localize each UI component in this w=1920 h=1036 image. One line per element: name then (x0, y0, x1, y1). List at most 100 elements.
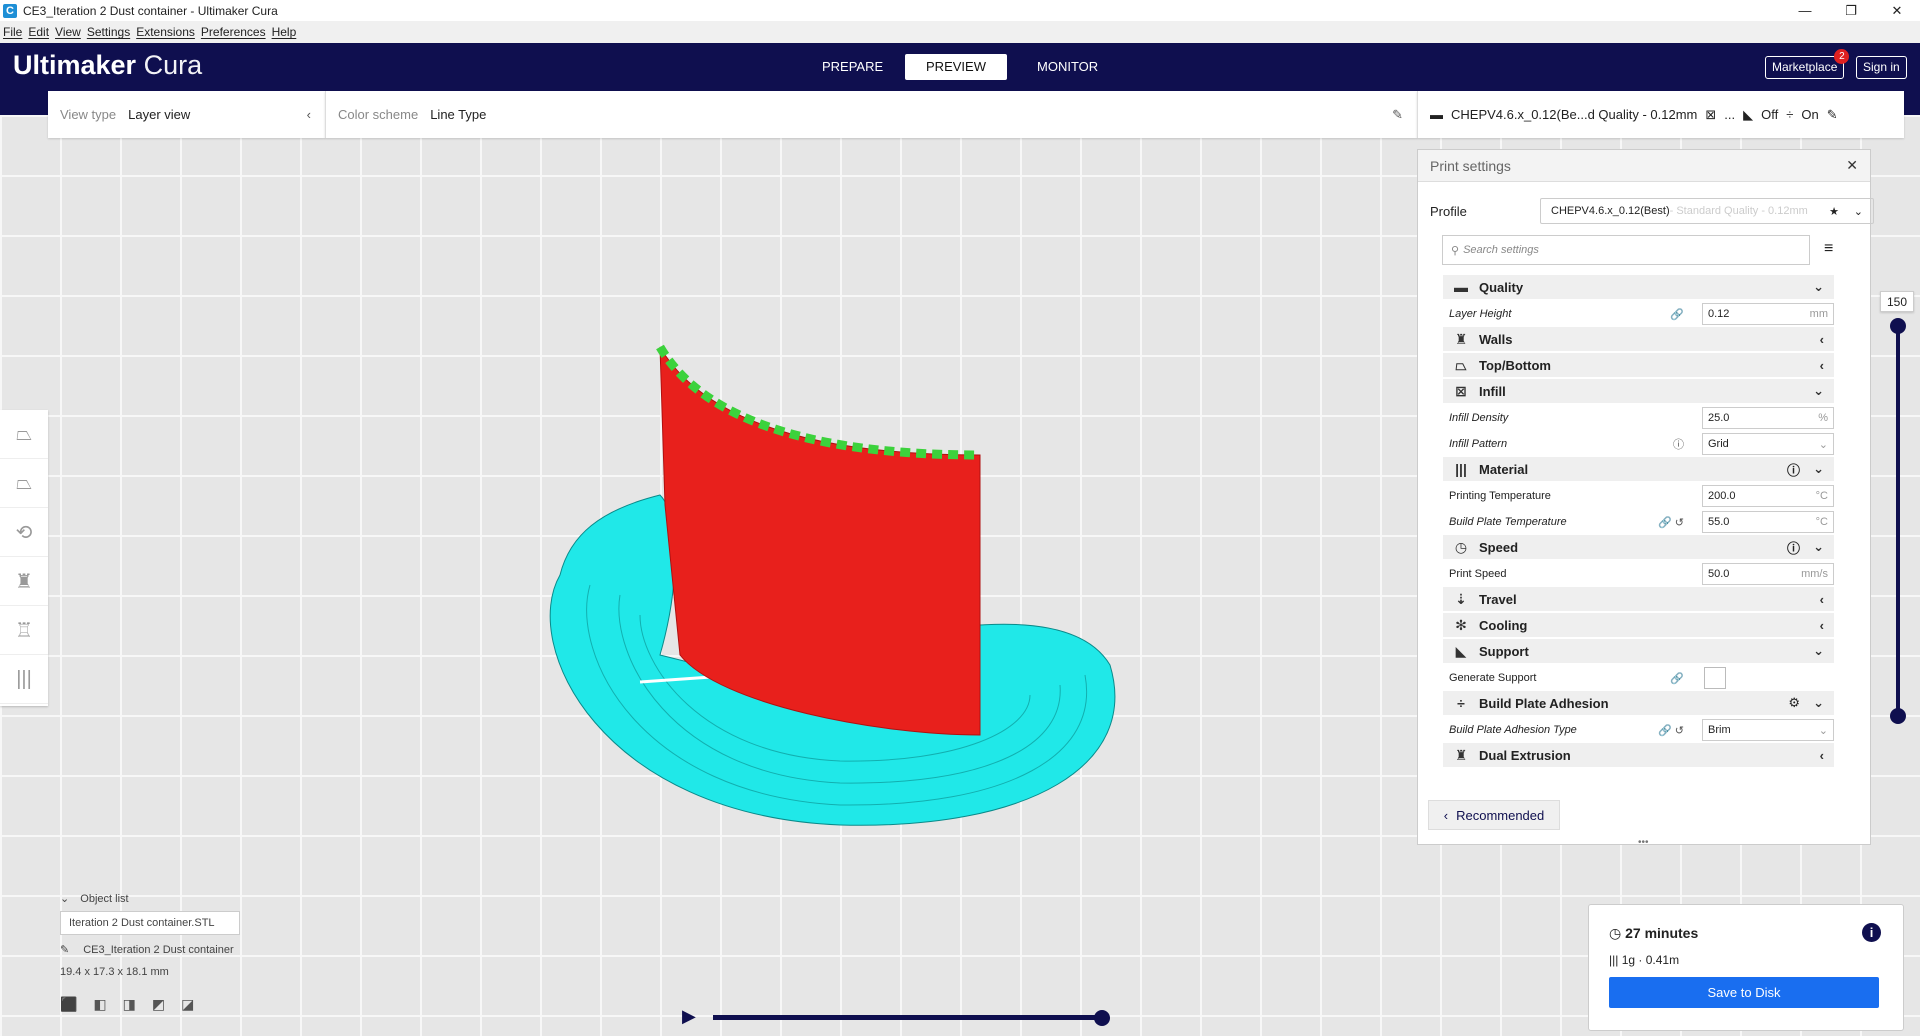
category-travel[interactable]: ⇣ Travel ‹ (1443, 587, 1834, 611)
search-settings-input[interactable]: ⚲ Search settings (1442, 235, 1810, 265)
profile-suffix: - Standard Quality - 0.12mm (1669, 205, 1808, 217)
print-result-card: ◷ 27 minutes i ||| 1g · 0.41m Save to Di… (1588, 904, 1904, 1031)
path-slider[interactable] (713, 1015, 1103, 1020)
settings-menu-icon[interactable]: ≡ (1824, 240, 1834, 257)
layer-slider[interactable] (1896, 326, 1900, 718)
pencil-icon[interactable]: ✎ (60, 944, 70, 956)
category-walls[interactable]: ♜ Walls ‹ (1443, 327, 1834, 351)
setting-state-icons[interactable]: 🔗 ↺ (1658, 516, 1684, 529)
setting-row: Generate Support 🔗 (1443, 665, 1834, 691)
top-view-icon[interactable]: ◨ (122, 996, 136, 1012)
move-tool-icon[interactable]: ⏢ (0, 410, 48, 459)
resize-handle[interactable]: ••• (1638, 837, 1649, 848)
category-label: Cooling (1479, 617, 1528, 633)
tab-monitor[interactable]: MONITOR (1037, 59, 1099, 74)
category-icon: ⊠ (1455, 382, 1467, 399)
category-extra-icon[interactable]: ⚙ (1788, 695, 1800, 710)
rotate-tool-icon[interactable]: ⟲ (0, 508, 48, 557)
object-list-item[interactable]: Iteration 2 Dust container.STL (60, 911, 240, 935)
setting-input[interactable]: Brim ⌄ (1702, 719, 1834, 741)
view-type-selector[interactable]: View type Layer view ‹ (48, 91, 325, 138)
star-icon[interactable]: ★ (1829, 205, 1839, 218)
chevron-left-icon: ‹ (1819, 747, 1824, 763)
menu-preferences[interactable]: Preferences (200, 25, 266, 39)
category-quality[interactable]: ▬ Quality ⌄ (1443, 275, 1834, 299)
layer-number[interactable]: 150 (1880, 291, 1914, 312)
menu-view[interactable]: View (55, 25, 81, 39)
menu-settings[interactable]: Settings (86, 25, 131, 39)
category-icon: ◣ (1455, 642, 1467, 659)
view-type-value: Layer view (128, 107, 191, 122)
chevron-down-icon: ⌄ (1813, 539, 1824, 554)
wall (659, 346, 981, 736)
more-indicator: ... (1724, 107, 1736, 122)
pencil-icon[interactable]: ✎ (1826, 106, 1838, 122)
setting-input[interactable]: 0.12 mm (1702, 303, 1834, 325)
setting-state-icons[interactable]: 🔗 (1670, 672, 1684, 685)
recommended-button[interactable]: ‹ Recommended (1428, 800, 1560, 830)
category-support[interactable]: ◣ Support ⌄ (1443, 639, 1834, 663)
brim (549, 494, 1116, 826)
category-dual-extrusion[interactable]: ♜ Dual Extrusion ‹ (1443, 743, 1834, 767)
setting-checkbox[interactable] (1704, 667, 1726, 689)
color-scheme-value: Line Type (430, 107, 487, 122)
setting-input[interactable]: 25.0% (1702, 407, 1834, 429)
3d-view-icon[interactable]: ⬛ (60, 996, 78, 1012)
color-scheme-selector[interactable]: Color scheme Line Type ✎ (325, 91, 1417, 138)
close-icon[interactable]: ✕ (1846, 157, 1858, 173)
play-icon[interactable]: ▶ (682, 1006, 696, 1026)
setting-input[interactable]: Grid ⌄ (1702, 433, 1834, 455)
setting-state-icons[interactable]: ⓘ (1673, 439, 1684, 451)
menu-edit[interactable]: Edit (28, 25, 50, 39)
layer-view-model (549, 344, 1116, 826)
object-list-toggle[interactable]: ⌄ Object list (60, 893, 129, 905)
print-setup-selector[interactable]: ▬ CHEPV4.6.x_0.12(Be...d Quality - 0.12m… (1417, 91, 1904, 138)
setting-input[interactable]: 50.0 mm/s (1702, 563, 1834, 585)
tab-preview[interactable]: PREVIEW (905, 54, 1007, 80)
layer-slider-lower-handle[interactable] (1890, 708, 1906, 724)
setting-label: Generate Support (1449, 672, 1537, 684)
left-view-icon[interactable]: ◩ (151, 996, 166, 1012)
setting-state-icons[interactable]: 🔗 (1670, 308, 1684, 321)
minimize-button[interactable]: — (1798, 3, 1812, 18)
setting-input[interactable]: 200.0 °C (1702, 485, 1834, 507)
chevron-down-icon: ⌄ (1813, 695, 1824, 710)
menu-extensions[interactable]: Extensions (136, 25, 195, 39)
category-extra-icon[interactable]: ⓘ (1786, 462, 1800, 478)
category-material[interactable]: ||| Material ⓘ ⌄ (1443, 457, 1834, 481)
front-view-icon[interactable]: ◧ (93, 996, 107, 1012)
category-top-bottom[interactable]: ⏢ Top/Bottom ‹ (1443, 353, 1834, 377)
setting-row: Infill Density 25.0% (1443, 405, 1834, 431)
restore-button[interactable]: ❐ (1845, 3, 1857, 18)
setting-state-icons[interactable]: 🔗 ↺ (1658, 724, 1684, 737)
category-speed[interactable]: ◷ Speed ⓘ ⌄ (1443, 535, 1834, 559)
category-cooling[interactable]: ✻ Cooling ‹ (1443, 613, 1834, 637)
menu-file[interactable]: File (3, 25, 23, 39)
support-blocker-icon[interactable]: ||| (0, 655, 48, 704)
per-model-settings-icon[interactable]: ♖ (0, 606, 48, 655)
right-view-icon[interactable]: ◪ (181, 996, 195, 1012)
category-infill[interactable]: ⊠ Infill ⌄ (1443, 379, 1834, 403)
path-slider-handle[interactable] (1094, 1010, 1110, 1026)
chevron-left-icon: ‹ (1819, 617, 1824, 633)
tab-prepare[interactable]: PREPARE (822, 59, 884, 74)
search-placeholder: Search settings (1463, 244, 1539, 256)
info-icon[interactable]: i (1862, 923, 1881, 942)
marketplace-button[interactable]: Marketplace 2 (1765, 49, 1850, 79)
setting-row: Print Speed 50.0 mm/s (1443, 561, 1834, 587)
layer-slider-upper-handle[interactable] (1890, 318, 1906, 334)
menu-help[interactable]: Help (271, 25, 297, 39)
mirror-tool-icon[interactable]: ♜ (0, 557, 48, 606)
pencil-icon[interactable]: ✎ (1392, 106, 1403, 122)
chevron-left-icon: ‹ (1819, 357, 1824, 373)
scale-tool-icon[interactable]: ⏢ (0, 459, 48, 508)
search-icon: ⚲ (1451, 244, 1460, 257)
category-extra-icon[interactable]: ⓘ (1786, 540, 1800, 556)
close-button[interactable]: ✕ (1891, 3, 1903, 18)
sign-in-button[interactable]: Sign in (1856, 56, 1907, 79)
category-build-plate-adhesion[interactable]: ÷ Build Plate Adhesion ⚙ ⌄ (1443, 691, 1834, 715)
profile-name: CHEPV4.6.x_0.12(Best) (1551, 205, 1670, 217)
profile-dropdown[interactable]: CHEPV4.6.x_0.12(Best) - Standard Quality… (1540, 198, 1874, 224)
setting-input[interactable]: 55.0 °C (1702, 511, 1834, 533)
save-to-disk-button[interactable]: Save to Disk (1609, 977, 1879, 1008)
